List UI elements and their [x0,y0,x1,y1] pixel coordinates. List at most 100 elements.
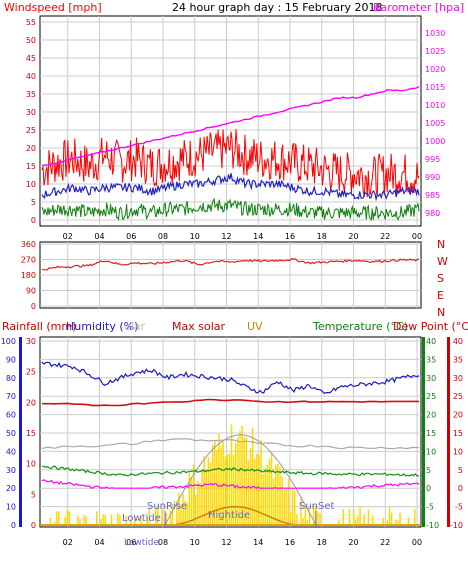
x-tick-label: 06 [126,232,136,241]
x-tick-label: 10 [190,538,200,547]
baro-tick-label: 985 [425,191,440,200]
baro-tick-label: 1025 [425,47,445,56]
wind-tick-label: 40 [26,72,36,81]
rain-tick-label: 15 [26,429,36,438]
baro-tick-label: 1000 [425,137,445,146]
humidity-axis-title: Humidity (%) [66,320,138,333]
dew-tick-label: 25 [453,392,463,401]
wind-tick-label: 25 [26,126,36,135]
temp-tick-label: 30 [426,374,436,383]
dew-tick-label: 35 [453,355,463,364]
chart-title: 24 hour graph day : 15 February 2018 [172,1,383,14]
x-tick-label: 14 [253,538,263,547]
humidity-tick-label: 70 [6,392,16,401]
wind-tick-label: 30 [26,108,36,117]
compass-letter: W [437,255,448,268]
humidity-tick-label: 20 [6,484,16,493]
x-tick-label: 16 [285,538,295,547]
x-tick-label: 22 [380,538,390,547]
rain-tick-label: 5 [31,490,36,499]
wind-panel [39,15,422,227]
dew-tick-label: -5 [455,503,463,512]
x-tick-label: 08 [158,538,168,547]
rain-axis-title: Rainfall (mm) [2,320,76,333]
direction-tick-label: 0 [31,302,36,311]
temperature-axis-title: Temperature (°C) [312,320,408,333]
direction-series [41,258,419,271]
humidity-tick-label: 30 [6,466,16,475]
wind-tick-label: 20 [26,144,36,153]
grey-series [41,438,419,450]
sunrise-label: SunRise [147,501,187,512]
baro-tick-label: 995 [425,155,440,164]
dewpoint-axis-title: Dew Point (°C) [393,320,468,333]
direction-tick-label: 90 [26,287,36,296]
humidity-axis-bar [19,337,22,527]
low-series [41,197,420,222]
wind-tick-label: 5 [31,198,36,207]
temp-tick-label: 0 [426,484,431,493]
dew-axis-bar [447,337,450,527]
x-tick-label: 04 [94,232,104,241]
x-tick-label: 12 [221,232,231,241]
maxsolar-label: Max solar [172,320,225,333]
sunset-label: SunSet [299,501,335,512]
baro-tick-label: 1030 [425,29,445,38]
humidity-tick-label: 10 [6,503,16,512]
humidity-tick-label: 0 [11,521,16,530]
wind-tick-label: 35 [26,90,36,99]
x-tick-label: 14 [253,232,263,241]
humidity-tick-label: 100 [1,337,16,346]
temp-tick-label: 25 [426,392,436,401]
direction-tick-label: 180 [21,271,36,280]
avg-series [41,173,420,202]
wind-tick-label: 45 [26,54,36,63]
wind-tick-label: 0 [31,216,36,225]
dew-tick-label: 10 [453,447,463,456]
humidity-tick-label: 50 [6,429,16,438]
humidity-tick-label: 80 [6,374,16,383]
rain-tick-label: 20 [26,398,36,407]
x-tick-label: 22 [380,232,390,241]
x-tick-label: 02 [63,232,73,241]
uv-label: UV [247,320,263,333]
direction-tick-label: 360 [21,240,36,249]
uv-series [169,505,301,526]
temp-tick-label: 15 [426,429,436,438]
compass-letter: S [437,272,444,285]
rain-tick-label: 30 [26,337,36,346]
x-tick-label: 18 [317,538,327,547]
lowtide-label: Lowtide [122,513,161,524]
wind-tick-label: 50 [26,36,36,45]
temp-tick-label: 20 [426,411,436,420]
maxsolar-series [42,398,419,407]
baro-tick-label: 1005 [425,119,445,128]
x-tick-label: 00 [412,538,422,547]
bottom-panel [39,336,422,528]
dew-tick-label: 30 [453,374,463,383]
baro-tick-label: 1010 [425,101,445,110]
x-tick-label: 20 [348,232,358,241]
compass-letter: N [437,306,445,319]
rain-tick-label: 10 [26,460,36,469]
humidity-tick-label: 60 [6,411,16,420]
x-tick-label: 18 [317,232,327,241]
temp-tick-label: 35 [426,355,436,364]
wind-tick-label: 55 [26,18,36,27]
dew-tick-label: -10 [450,521,463,530]
temperature-series [42,465,420,477]
dew-tick-label: 20 [453,411,463,420]
lowtide-label-2: Lowtide [124,538,159,548]
barometer-series [41,85,420,167]
windspeed-series [41,129,420,198]
compass-letter: E [437,289,444,302]
humidity-tick-label: 40 [6,447,16,456]
humidity-tick-label: 90 [6,355,16,364]
direction-tick-label: 270 [21,256,36,265]
baro-tick-label: 1020 [425,65,445,74]
x-tick-label: 06 [126,538,136,547]
temp-tick-label: -10 [426,521,439,530]
baro-tick-label: 980 [425,209,440,218]
temp-tick-label: -5 [426,503,434,512]
